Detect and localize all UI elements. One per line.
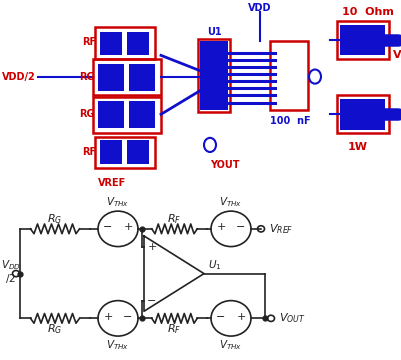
Text: −: − <box>124 311 133 321</box>
Bar <box>93 96 161 133</box>
Bar <box>127 32 149 55</box>
Text: $V_{REF}$: $V_{REF}$ <box>269 222 294 236</box>
Bar <box>95 27 155 59</box>
Bar <box>340 25 385 55</box>
Text: $V_{THx}$: $V_{THx}$ <box>219 338 243 352</box>
Text: RF: RF <box>82 37 96 48</box>
Text: RG: RG <box>79 72 95 82</box>
Text: $V_{DD}$: $V_{DD}$ <box>1 258 21 272</box>
Text: $V_{OUT}$: $V_{OUT}$ <box>279 311 306 325</box>
Bar <box>129 64 155 91</box>
Text: +: + <box>124 222 133 232</box>
Bar <box>129 101 155 129</box>
Text: RF: RF <box>82 147 96 157</box>
Text: +: + <box>216 222 226 232</box>
Bar <box>270 41 308 109</box>
Bar <box>100 32 122 55</box>
Text: +: + <box>103 311 113 321</box>
Text: VX: VX <box>393 50 401 60</box>
Text: $R_F$: $R_F$ <box>167 322 182 336</box>
Bar <box>200 41 228 109</box>
Text: $R_G$: $R_G$ <box>47 322 63 336</box>
Text: +: + <box>236 311 246 321</box>
Bar <box>198 39 230 112</box>
Text: −: − <box>236 222 246 232</box>
Text: U1: U1 <box>207 27 222 37</box>
Text: VDD/2: VDD/2 <box>2 72 36 82</box>
Bar <box>95 137 155 168</box>
Bar <box>98 64 124 91</box>
Text: VREF: VREF <box>98 177 126 188</box>
Text: $V_{THx}$: $V_{THx}$ <box>106 338 130 352</box>
Text: $R_G$: $R_G$ <box>47 212 63 226</box>
Bar <box>98 101 124 129</box>
Text: −: − <box>103 222 113 232</box>
Text: 100  nF: 100 nF <box>270 116 311 126</box>
Bar <box>337 95 389 133</box>
Bar <box>337 21 389 59</box>
Text: YOUT: YOUT <box>210 160 239 170</box>
Text: $/2$: $/2$ <box>5 271 16 284</box>
Text: −: − <box>216 311 226 321</box>
Bar <box>340 99 385 130</box>
Bar <box>100 140 122 164</box>
Text: $U_1$: $U_1$ <box>208 258 222 272</box>
Text: RG: RG <box>79 109 95 119</box>
Text: $V_{THx}$: $V_{THx}$ <box>106 195 130 209</box>
Text: 10  Ohm: 10 Ohm <box>342 7 394 17</box>
Text: +: + <box>147 242 157 252</box>
Text: VDD: VDD <box>248 3 271 13</box>
Bar <box>93 59 161 95</box>
Text: 1W: 1W <box>348 142 368 152</box>
Text: $R_F$: $R_F$ <box>167 212 182 226</box>
Text: −: − <box>147 296 157 306</box>
Bar <box>127 140 149 164</box>
Text: $V_{THx}$: $V_{THx}$ <box>219 195 243 209</box>
